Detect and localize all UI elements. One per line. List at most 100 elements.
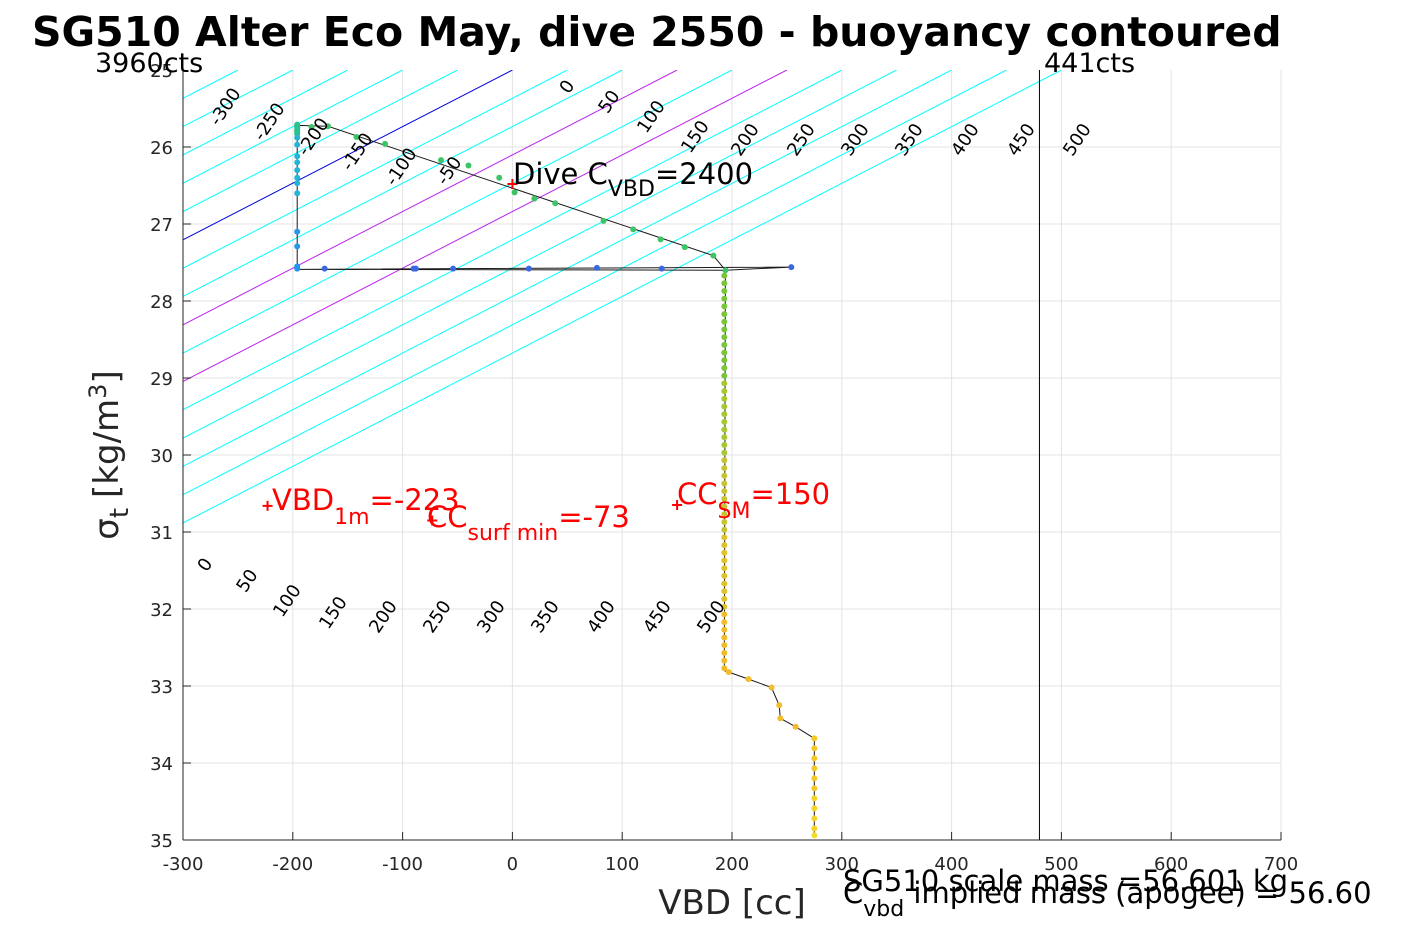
x-tick-label: 200 — [715, 854, 749, 875]
profile-point — [721, 334, 728, 341]
x-axis-label: VBD [cc] — [658, 883, 806, 923]
vbd-1m-main: VBD — [272, 483, 334, 517]
profile-point — [721, 295, 728, 302]
profile-point — [721, 526, 728, 533]
profile-point — [721, 534, 728, 541]
profile-point — [681, 244, 688, 251]
axis-ticks: -300 -200 -100 0 100 200 300 400 500 600 700 26 27 28… — [150, 61, 1298, 875]
profile-point — [721, 426, 728, 433]
profile-point — [294, 263, 301, 270]
profile-point — [410, 265, 417, 272]
cc-surf-min-value: =-73 — [558, 500, 630, 534]
profile-point — [721, 572, 728, 579]
profile-point — [294, 159, 301, 166]
cc-surf-min-main: CC — [427, 500, 468, 534]
dive-cvbd-annotation: Dive CVBD=2400 — [513, 157, 753, 202]
annotation-markers — [262, 178, 683, 526]
profile-point — [450, 265, 457, 272]
profile-point — [768, 684, 775, 691]
profile-point — [721, 388, 728, 395]
profile-point — [294, 228, 301, 235]
profile-point — [721, 634, 728, 641]
profile-point — [721, 303, 728, 310]
profile-point — [721, 326, 728, 333]
profile-point — [721, 518, 728, 525]
profile-point — [721, 657, 728, 664]
count-label-left: 3960cts — [95, 48, 203, 79]
profile-point — [721, 364, 728, 371]
profile-point — [294, 153, 301, 160]
cc-surf-min-annotation: CCsurf min=-73 — [427, 500, 630, 546]
profile-point — [721, 357, 728, 364]
profile-point — [721, 341, 728, 348]
contour-line-cyan — [183, 70, 1062, 524]
profile-point — [525, 265, 532, 272]
implied-mass-annotation: Cvbd implied mass (apogee) = 56.60 — [843, 876, 1372, 922]
contour-line-zero — [183, 70, 513, 241]
profile-point — [721, 603, 728, 610]
profile-point — [721, 649, 728, 656]
buoyancy-contours — [183, 70, 1062, 524]
count-label-right: 441cts — [1044, 48, 1135, 79]
profile-point — [792, 723, 799, 730]
profile-point — [630, 226, 637, 233]
contour-line-cyan — [183, 70, 733, 354]
profile-point — [721, 619, 728, 626]
profile-point — [294, 243, 301, 250]
profile-point — [294, 174, 301, 181]
profile-point — [721, 287, 728, 294]
x-tick-label: 700 — [1264, 854, 1298, 875]
profile-point — [811, 755, 818, 762]
y-axis-label: σt [kg/m3] — [84, 370, 135, 539]
profile-point — [721, 580, 728, 587]
x-tick-label: -100 — [382, 854, 423, 875]
contour-line-cyan — [183, 70, 952, 467]
y-tick-label: 26 — [150, 138, 173, 159]
vbd-1m-value: =-223 — [370, 483, 460, 517]
profile-point — [725, 669, 732, 676]
profile-point — [511, 189, 518, 196]
dive-cvbd-value: =2400 — [655, 157, 753, 191]
profile-point — [600, 217, 607, 224]
x-tick-label: 500 — [1044, 854, 1078, 875]
profile-point — [721, 418, 728, 425]
contour-line-cyan — [183, 70, 843, 411]
vbd-1m-annotation: VBD1m=-223 — [272, 483, 460, 530]
y-tick-label: 28 — [150, 292, 173, 313]
profile-point — [657, 236, 664, 243]
profile-point — [722, 267, 729, 274]
y-tick-label: 35 — [150, 831, 173, 852]
contour-line-cyan — [183, 70, 897, 439]
profile-point — [294, 190, 301, 197]
annotation-marker — [427, 515, 438, 526]
annotation-marker — [672, 500, 683, 511]
dive-profile — [294, 121, 818, 839]
profile-point — [465, 162, 472, 169]
profile-point — [721, 349, 728, 356]
profile-point — [721, 318, 728, 325]
vbd-1m-sub: 1m — [334, 505, 369, 530]
profile-point — [811, 735, 818, 742]
implied-mass-value: implied mass (apogee) = 56.60 — [904, 876, 1371, 910]
profile-point — [438, 157, 445, 164]
profile-point — [721, 465, 728, 472]
profile-point — [658, 265, 665, 272]
profile-point — [788, 264, 795, 271]
contour-line-cyan — [183, 70, 1007, 496]
x-tick-label: 0 — [507, 854, 518, 875]
profile-point — [721, 395, 728, 402]
profile-point — [721, 557, 728, 564]
dive-cvbd-sub: VBD — [608, 177, 655, 202]
profile-point — [721, 372, 728, 379]
x-tick-label: 300 — [825, 854, 859, 875]
annotation-marker — [262, 500, 273, 511]
profile-point — [777, 715, 784, 722]
profile-point — [721, 449, 728, 456]
profile-point — [531, 195, 538, 202]
profile-point — [496, 174, 503, 181]
x-tick-label: -200 — [272, 854, 313, 875]
y-tick-label: 33 — [150, 677, 173, 698]
profile-point — [721, 488, 728, 495]
cc-surf-min-sub: surf min — [468, 521, 559, 546]
